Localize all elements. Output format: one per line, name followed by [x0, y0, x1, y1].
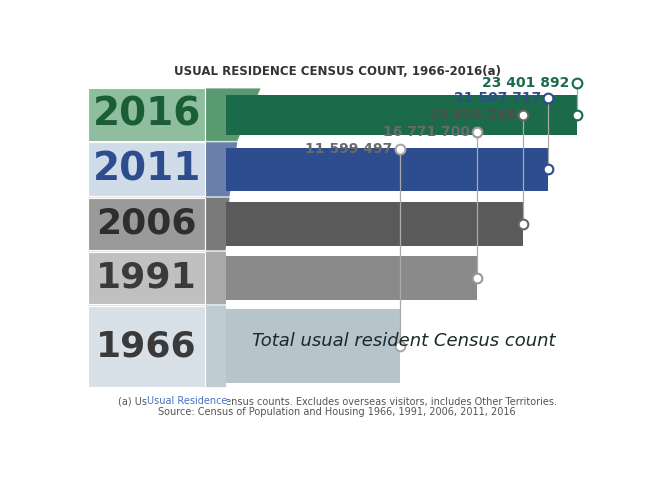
Text: Source: Census of Population and Housing 1966, 1991, 2006, 2011, 2016: Source: Census of Population and Housing… [159, 407, 516, 417]
Polygon shape [205, 306, 226, 387]
Polygon shape [88, 89, 261, 387]
Text: 2006: 2006 [96, 207, 197, 241]
Text: 19 855 288: 19 855 288 [429, 109, 517, 122]
Bar [88, 89, 205, 141]
Polygon shape [205, 142, 238, 196]
Text: 16 771 700: 16 771 700 [383, 125, 470, 139]
Bar [88, 306, 205, 387]
Text: 23 401 892: 23 401 892 [482, 76, 570, 90]
Bar [226, 203, 524, 245]
Text: 21 507 717: 21 507 717 [454, 92, 542, 106]
Text: USUAL RESIDENCE CENSUS COUNT, 1966-2016(a): USUAL RESIDENCE CENSUS COUNT, 1966-2016(… [174, 65, 501, 77]
Bar [226, 94, 576, 135]
Text: Total usual resident Census count: Total usual resident Census count [252, 332, 555, 350]
Text: 2011: 2011 [92, 150, 201, 188]
Bar [88, 198, 205, 250]
Text: (a) Usual Residence Census counts. Excludes overseas visitors, includes Other Te: (a) Usual Residence Census counts. Exclu… [118, 396, 557, 406]
Text: Usual Residence: Usual Residence [147, 396, 228, 406]
Text: 1991: 1991 [96, 261, 197, 295]
Bar [88, 142, 205, 196]
Polygon shape [205, 198, 230, 250]
Text: 2016: 2016 [93, 95, 201, 133]
Bar [88, 252, 205, 304]
Bar [226, 148, 548, 191]
Text: 11 599 497: 11 599 497 [305, 142, 393, 155]
Bar [226, 256, 477, 300]
Polygon shape [205, 89, 261, 141]
Text: 1966: 1966 [96, 329, 197, 363]
Polygon shape [205, 252, 226, 304]
Bar [226, 309, 399, 383]
